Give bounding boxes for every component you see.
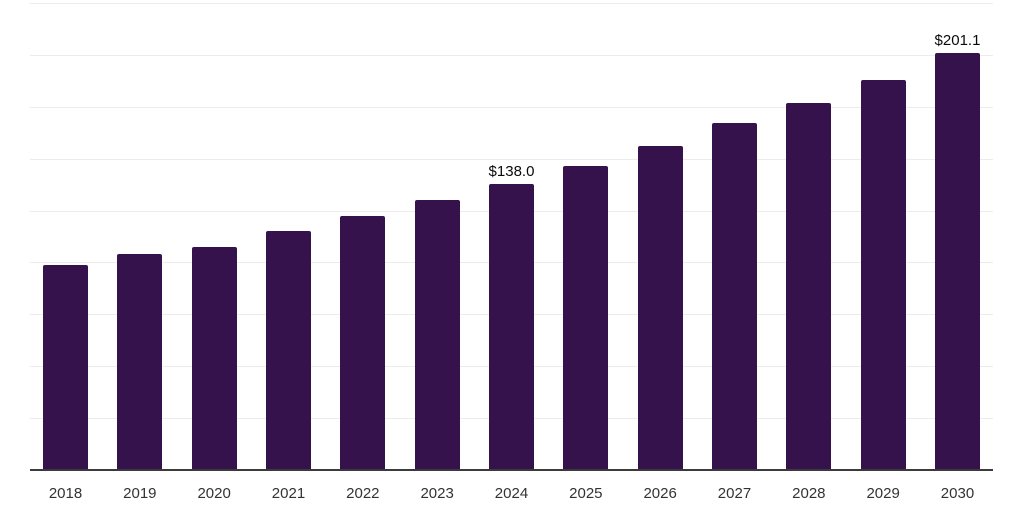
gridline [30, 106, 993, 108]
x-tick-label-2022: 2022 [346, 485, 380, 502]
x-tick-label-2026: 2026 [643, 485, 677, 502]
bar-2022 [340, 215, 386, 470]
gridline [30, 3, 993, 4]
x-tick-label-2025: 2025 [569, 485, 603, 502]
x-tick-label-2027: 2027 [717, 485, 752, 502]
x-tick-label-2030: 2030 [940, 485, 975, 502]
bar-value-label-2030: $201.1 [934, 31, 981, 49]
x-tick-label-2019: 2019 [123, 485, 157, 502]
x-tick-label-2020: 2020 [197, 485, 231, 502]
bar-2018 [43, 265, 88, 470]
bar-2020 [191, 246, 237, 470]
x-tick-label-2024: 2024 [494, 485, 529, 502]
bar-2028 [786, 102, 832, 470]
x-tick-label-2023: 2023 [420, 485, 454, 502]
gridline [30, 54, 993, 56]
x-axis-line [30, 469, 993, 471]
bar-2027 [711, 123, 757, 470]
bar-2025 [563, 165, 609, 470]
bar-2026 [637, 146, 683, 470]
bar-2021 [265, 231, 311, 470]
bar-2030 [934, 52, 980, 470]
bar-2024 [488, 183, 534, 470]
gridline [30, 158, 993, 160]
bar-2023 [414, 200, 460, 470]
bar-value-label-2024: $138.0 [488, 162, 535, 180]
x-tick-label-2018: 2018 [48, 485, 83, 502]
x-tick-label-2029: 2029 [866, 485, 900, 502]
bar-2029 [860, 79, 906, 470]
x-tick-label-2021: 2021 [271, 485, 306, 502]
x-tick-label-2028: 2028 [792, 485, 826, 502]
bar-2019 [117, 254, 163, 470]
